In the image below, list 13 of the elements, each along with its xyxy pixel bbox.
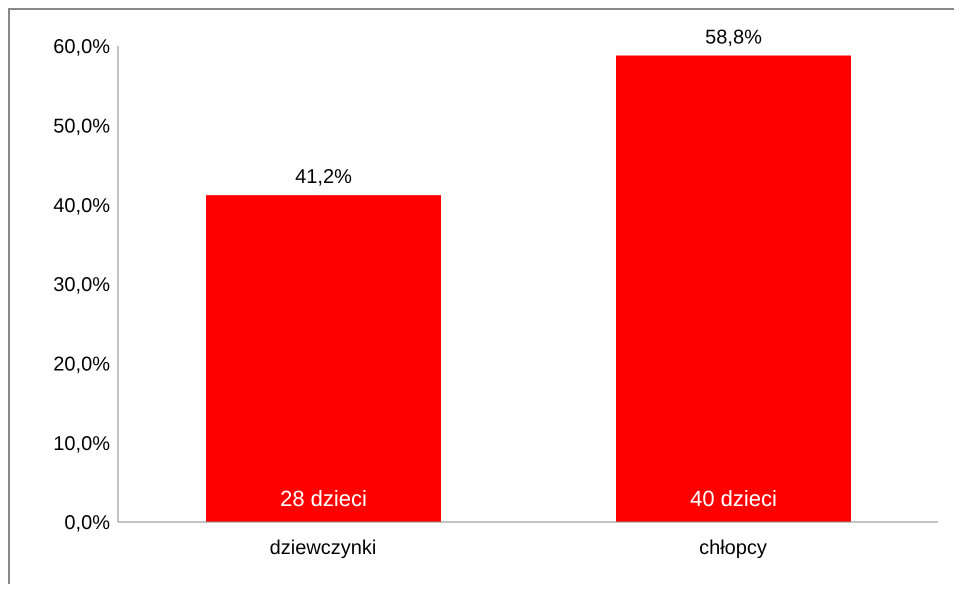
data-label: 58,8% (705, 26, 762, 49)
y-tick-label: 20,0% (53, 353, 110, 376)
data-label: 41,2% (295, 166, 352, 188)
y-tick-label: 50,0% (53, 115, 110, 138)
y-tick-label: 30,0% (53, 274, 110, 296)
annotation: 28 dzieci (280, 486, 367, 511)
y-tick-label: 0,0% (64, 512, 110, 534)
x-tick-label: chłopcy (699, 537, 767, 560)
y-tick-label: 40,0% (53, 194, 110, 217)
annotation: 40 dzieci (690, 486, 777, 511)
x-tick-label: dziewczynki (270, 537, 376, 560)
y-tick-label: 10,0% (53, 432, 110, 455)
y-tick-label: 60,0% (53, 36, 110, 58)
